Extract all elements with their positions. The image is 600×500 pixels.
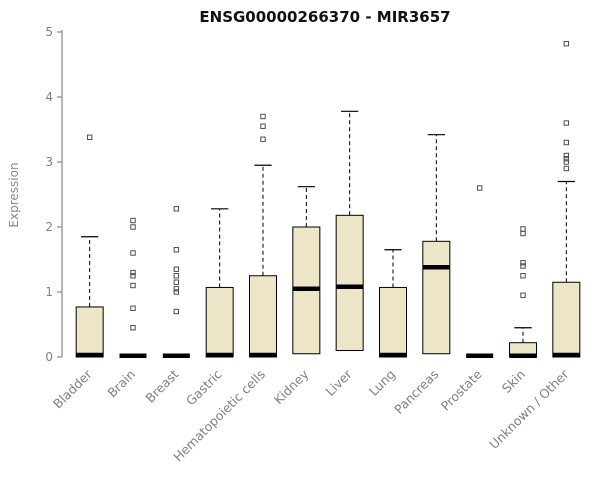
outlier-brain — [130, 250, 136, 256]
y-tick-label: 4 — [45, 90, 53, 104]
x-tick-label-liver: Liver — [322, 366, 355, 399]
x-tick-label-prostate: Prostate — [438, 366, 485, 413]
outlier-hematopoietic-cells — [260, 123, 266, 129]
outlier-unknown-other — [563, 139, 570, 146]
box-liver — [335, 214, 364, 351]
box-pancreas — [422, 240, 451, 355]
outlier-unknown-other — [563, 152, 570, 159]
outlier-brain — [130, 305, 136, 311]
box-hematopoietic-cells — [249, 275, 277, 358]
outlier-unknown-other — [563, 156, 570, 162]
x-tick-label-breast: Breast — [142, 366, 181, 405]
outlier-breast — [173, 289, 180, 295]
outlier-breast — [173, 206, 180, 212]
box-unknown-other — [552, 281, 581, 358]
x-tick-label-skin: Skin — [499, 367, 528, 396]
outlier-unknown-other — [563, 165, 570, 172]
x-tick-label-brain: Brain — [104, 367, 138, 401]
box-gastric — [205, 286, 234, 358]
x-tick-label-gastric: Gastric — [183, 366, 225, 408]
outlier-hematopoietic-cells — [260, 113, 266, 120]
y-tick-label: 1 — [45, 285, 53, 299]
outlier-breast — [173, 286, 180, 292]
outlier-brain — [130, 269, 136, 276]
outlier-brain — [130, 282, 136, 289]
chart-title: ENSG00000266370 - MIR3657 — [199, 8, 451, 26]
outlier-brain — [130, 325, 136, 331]
box-bladder — [75, 306, 104, 358]
x-tick-label-bladder: Bladder — [50, 366, 95, 411]
outlier-unknown-other — [563, 120, 570, 126]
outlier-unknown-other — [563, 159, 570, 165]
y-tick-label: 3 — [45, 155, 53, 169]
outlier-skin — [520, 273, 526, 279]
x-tick-label-lung: Lung — [366, 367, 398, 399]
outlier-brain — [130, 217, 136, 224]
outlier-skin — [520, 292, 526, 298]
x-tick-label-unknown-other: Unknown / Other — [486, 366, 572, 452]
outlier-skin — [520, 263, 526, 269]
outlier-skin — [520, 230, 526, 237]
outlier-breast — [173, 247, 180, 253]
outlier-brain — [130, 224, 136, 230]
outlier-brain — [130, 273, 136, 279]
outlier-breast — [173, 273, 180, 279]
outlier-breast — [173, 308, 180, 315]
outlier-hematopoietic-cells — [260, 136, 266, 142]
y-tick-label: 2 — [45, 220, 53, 234]
x-tick-label-kidney: Kidney — [271, 366, 312, 407]
outlier-breast — [173, 266, 180, 272]
outlier-bladder — [86, 134, 93, 141]
x-tick-label-pancreas: Pancreas — [391, 367, 441, 417]
outlier-breast — [173, 279, 180, 285]
box-lung — [379, 286, 407, 358]
y-tick-label: 5 — [45, 25, 53, 39]
outlier-unknown-other — [563, 41, 570, 47]
y-tick-label: 0 — [45, 350, 53, 364]
outlier-skin — [520, 260, 526, 266]
outlier-skin — [520, 226, 526, 232]
outlier-prostate — [476, 185, 483, 191]
